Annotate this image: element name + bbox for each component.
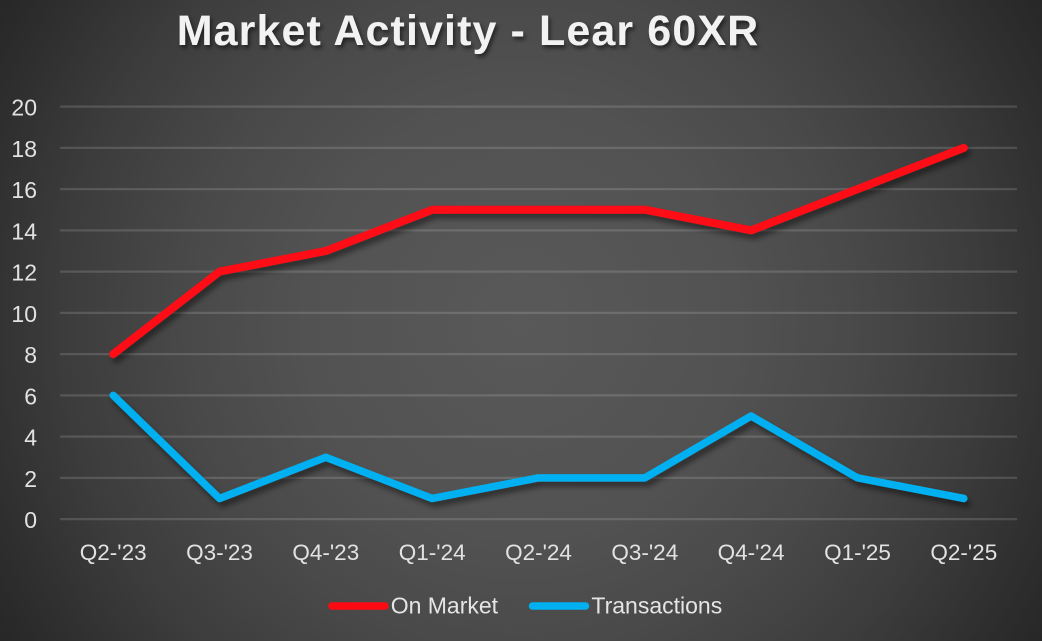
svg-text:14: 14 <box>11 218 37 244</box>
svg-text:Q4-'24: Q4-'24 <box>718 540 785 565</box>
svg-text:10: 10 <box>11 301 37 327</box>
svg-text:Q2-'23: Q2-'23 <box>80 540 147 565</box>
svg-text:Market Activity - Lear 60XR: Market Activity - Lear 60XR <box>177 7 760 55</box>
svg-text:18: 18 <box>11 136 37 162</box>
svg-text:0: 0 <box>24 507 37 533</box>
svg-text:Transactions: Transactions <box>591 593 722 619</box>
svg-text:Q2-'24: Q2-'24 <box>505 540 572 565</box>
svg-text:Q3-'24: Q3-'24 <box>611 540 678 565</box>
svg-text:8: 8 <box>24 342 37 368</box>
svg-text:Q3-'23: Q3-'23 <box>186 540 253 565</box>
svg-text:Q2-'25: Q2-'25 <box>930 540 997 565</box>
svg-text:Q1-'25: Q1-'25 <box>824 540 891 565</box>
svg-text:12: 12 <box>11 260 37 286</box>
svg-text:2: 2 <box>24 466 37 492</box>
svg-text:6: 6 <box>24 383 37 409</box>
svg-text:20: 20 <box>11 95 37 121</box>
svg-text:16: 16 <box>11 177 37 203</box>
svg-text:4: 4 <box>24 425 37 451</box>
svg-text:On Market: On Market <box>391 593 499 619</box>
svg-text:Q4-'23: Q4-'23 <box>292 540 359 565</box>
svg-text:Q1-'24: Q1-'24 <box>399 540 466 565</box>
